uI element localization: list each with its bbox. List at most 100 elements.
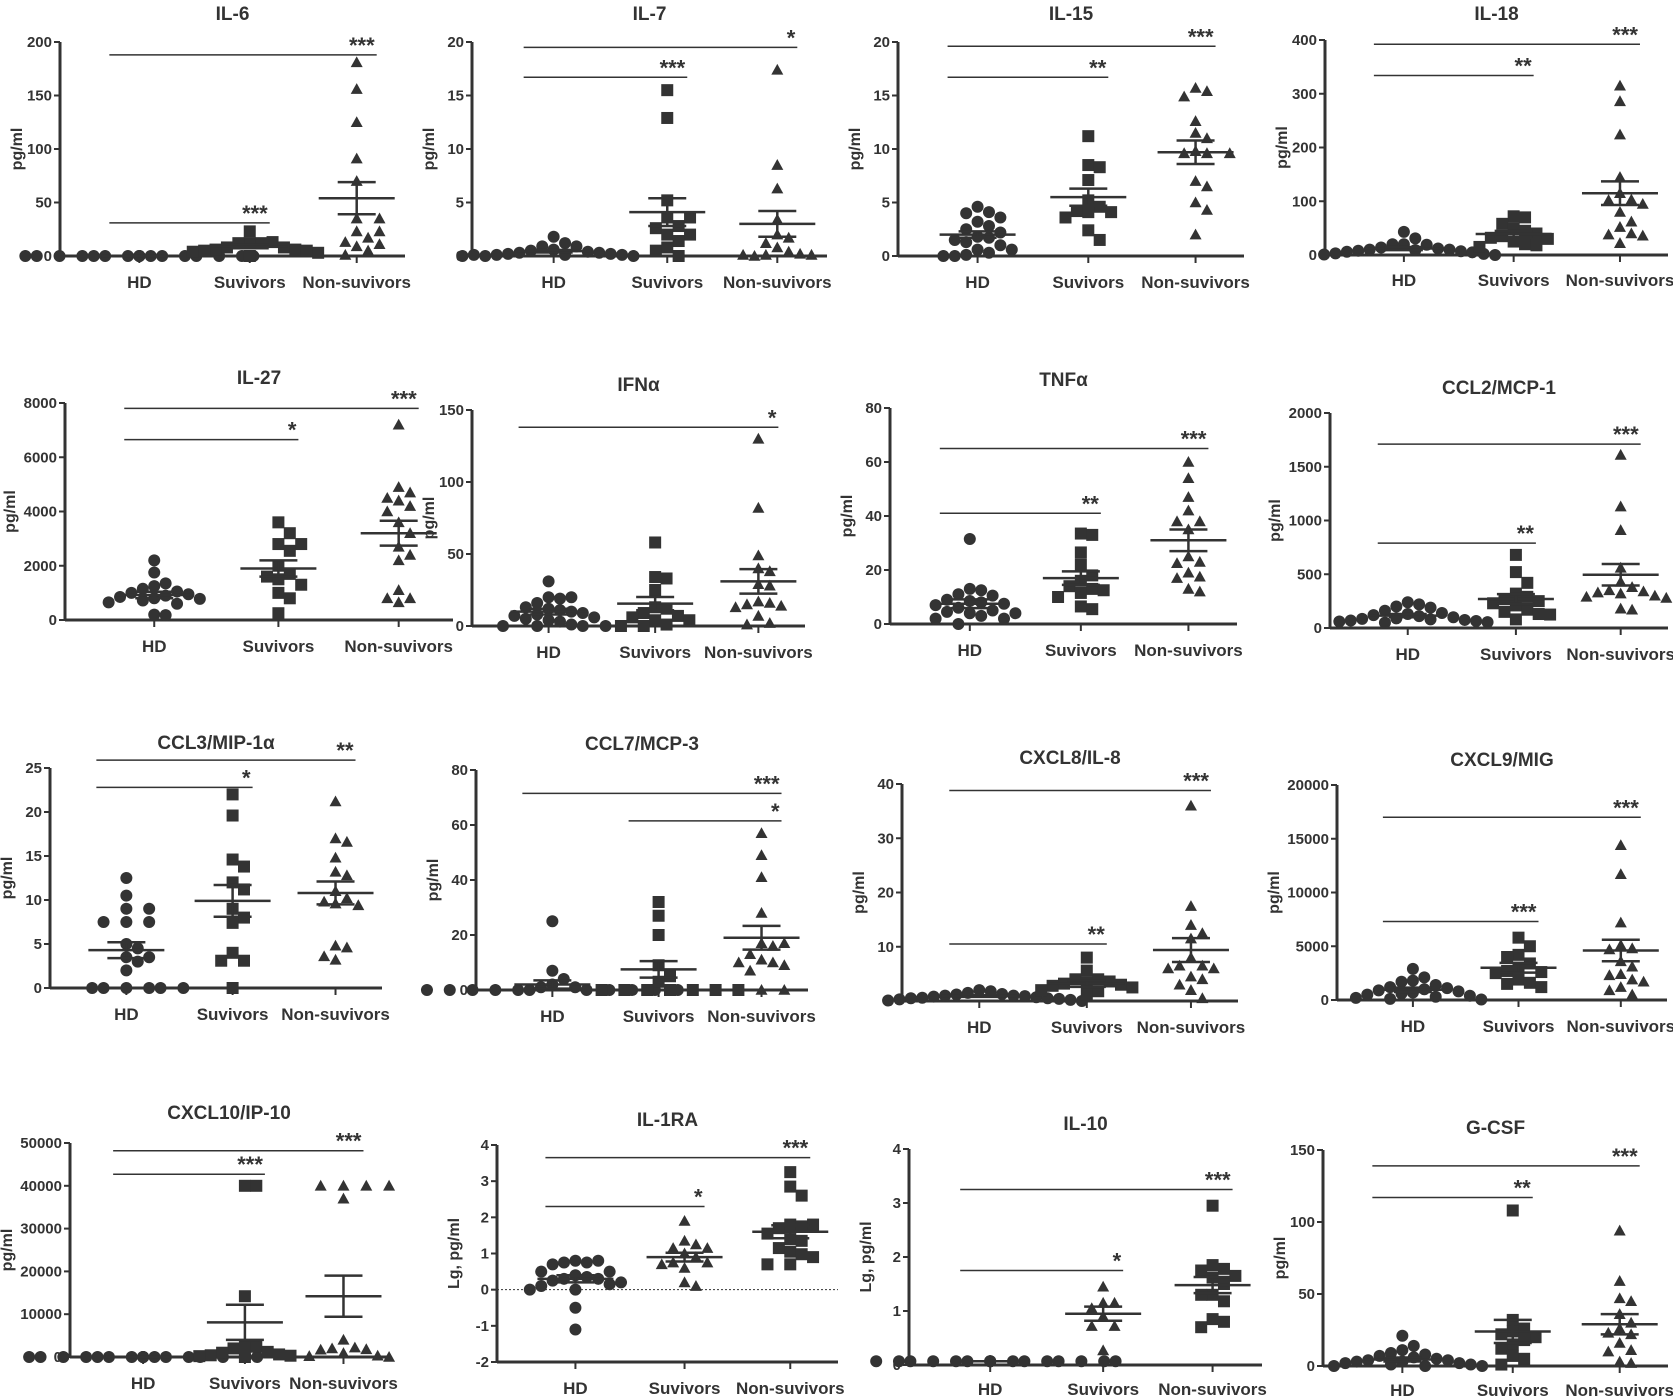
data-point-circle xyxy=(479,250,492,262)
data-point-circle xyxy=(53,250,66,262)
data-point-circle xyxy=(960,248,973,261)
panel-tnf-: TNFα 0 20 40 60 80 pg/ml HD Suvivors Non-suvivors… xyxy=(839,370,1243,660)
data-point-triangle xyxy=(1173,978,1186,990)
y-tick-label: 2000 xyxy=(24,558,57,575)
data-point-circle xyxy=(1340,245,1353,258)
x-tick-label: HD xyxy=(1392,271,1417,290)
data-point-circle xyxy=(1458,613,1471,626)
x-tick-label: Non-suvivors xyxy=(1566,1017,1673,1036)
data-point-triangle xyxy=(1613,1355,1626,1367)
data-point-triangle xyxy=(1625,1316,1638,1328)
y-axis-label: pg/ml xyxy=(1274,126,1291,169)
data-point-triangle xyxy=(373,212,386,224)
data-point-triangle xyxy=(381,592,394,604)
x-tick-label: Suvivors xyxy=(242,637,314,656)
data-point-circle xyxy=(580,984,593,996)
data-point-circle xyxy=(542,591,555,604)
data-point-square xyxy=(1206,1313,1219,1326)
data-point-square xyxy=(795,1248,808,1261)
data-point-triangle xyxy=(1200,203,1213,215)
data-point-square xyxy=(295,538,308,551)
data-point-square xyxy=(660,572,673,585)
data-point-circle xyxy=(114,590,127,603)
data-point-triangle xyxy=(340,869,353,881)
x-tick-label: Suvivors xyxy=(649,1379,721,1398)
data-point-triangle xyxy=(755,907,768,918)
data-point-circle xyxy=(1339,1357,1352,1370)
chart-title: CXCL9/MIG xyxy=(1450,750,1553,771)
data-point-square xyxy=(672,235,685,248)
x-tick-label: Non-suvivors xyxy=(1134,641,1243,660)
y-tick-label: 20 xyxy=(451,927,468,944)
data-point-triangle xyxy=(1614,868,1627,880)
data-point-triangle xyxy=(1602,1326,1615,1338)
significance-label: ** xyxy=(336,738,354,763)
data-point-circle xyxy=(1476,1360,1489,1372)
data-point-circle xyxy=(120,916,133,928)
data-point-square xyxy=(1473,240,1486,253)
chart-title: IL-10 xyxy=(1063,1114,1107,1135)
y-tick-label: 15 xyxy=(25,848,42,865)
data-point-triangle xyxy=(1591,586,1604,598)
y-tick-label: 4 xyxy=(481,1137,490,1154)
data-point-circle xyxy=(523,1283,536,1296)
data-point-square xyxy=(261,1345,274,1358)
data-point-circle xyxy=(1406,974,1419,987)
data-point-square xyxy=(1523,940,1536,953)
data-point-triangle xyxy=(1613,171,1626,182)
data-point-square xyxy=(595,984,608,996)
data-point-square xyxy=(1501,951,1514,963)
y-tick-label: 40 xyxy=(865,508,882,525)
data-point-square xyxy=(1126,981,1139,994)
data-point-triangle xyxy=(744,964,757,976)
y-tick-label: 0 xyxy=(460,982,468,999)
panel-g-csf: G-CSF 0 50 100 150 pg/ml HD Suvivors Non-suvivor… xyxy=(1272,1118,1673,1400)
data-point-triangle xyxy=(1613,206,1626,217)
data-point-square xyxy=(266,236,279,249)
data-point-triangle xyxy=(339,248,352,260)
data-point-triangle xyxy=(1193,570,1206,582)
data-point-circle xyxy=(102,596,115,609)
chart-title: CCL2/MCP-1 xyxy=(1442,378,1556,399)
data-point-circle xyxy=(1463,989,1476,1002)
panel-ccl7-mcp-3: CCL7/MCP-3 0 20 40 60 80 pg/ml HD Suvivors Non-su… xyxy=(420,734,816,1026)
data-point-circle xyxy=(569,1301,582,1314)
data-point-square xyxy=(1093,233,1106,246)
data-point-circle xyxy=(882,994,895,1007)
data-point-circle xyxy=(986,604,999,617)
x-tick-label: Non-suvivors xyxy=(1158,1380,1267,1399)
data-point-square xyxy=(1035,984,1048,997)
y-tick-label: 15 xyxy=(447,88,464,105)
data-point-square xyxy=(1530,239,1543,252)
y-tick-label: 20 xyxy=(25,804,42,821)
data-point-triangle xyxy=(1613,128,1626,140)
data-point-triangle xyxy=(1614,916,1627,928)
y-tick-label: 1500 xyxy=(1289,459,1322,476)
data-point-triangle xyxy=(752,595,765,607)
data-point-circle xyxy=(531,620,544,632)
data-point-square xyxy=(216,1346,229,1359)
data-point-circle xyxy=(1413,598,1426,611)
data-point-square xyxy=(732,984,745,996)
data-point-square xyxy=(238,883,250,896)
data-point-circle xyxy=(593,246,606,259)
y-tick-label: 150 xyxy=(27,88,52,105)
data-point-square xyxy=(1086,528,1099,541)
chart-title: CXCL8/IL-8 xyxy=(1019,748,1120,769)
data-point-circle xyxy=(19,250,32,262)
data-point-circle xyxy=(982,206,995,219)
data-point-square xyxy=(204,1349,217,1362)
y-tick-label: 0 xyxy=(456,618,464,635)
data-point-triangle xyxy=(352,899,365,911)
x-tick-label: Non-suvivors xyxy=(281,1005,390,1024)
data-point-triangle xyxy=(1171,557,1184,569)
data-point-square xyxy=(1063,580,1076,593)
data-point-circle xyxy=(547,230,560,243)
y-axis-label: pg/ml xyxy=(0,1229,16,1272)
data-point-square xyxy=(684,228,697,241)
panel-cxcl8-il-8: CXCL8/IL-8010203040pg/mlHDSuvivorsNon-su… xyxy=(851,748,1245,1037)
data-point-square xyxy=(618,984,631,996)
chart-title: TNFα xyxy=(1039,370,1088,391)
data-point-circle xyxy=(120,964,133,977)
data-point-square xyxy=(226,916,239,929)
